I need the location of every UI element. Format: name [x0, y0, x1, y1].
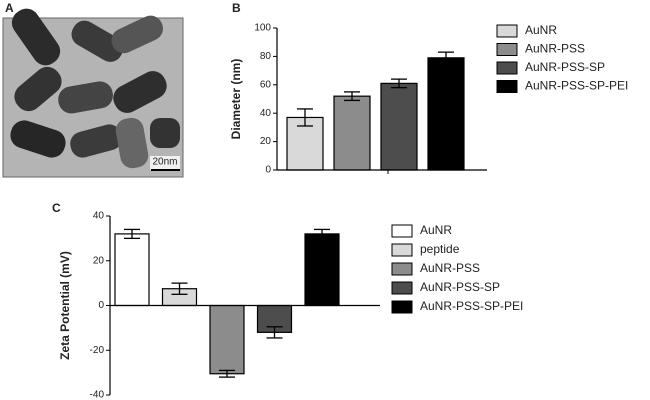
legend-label: AuNR-PSS — [525, 42, 585, 56]
y-tick-label: 40 — [93, 211, 105, 222]
legend-label: AuNR — [525, 23, 557, 37]
legend-swatch — [391, 262, 413, 276]
y-tick-label: 20 — [260, 136, 272, 147]
legend-swatch — [391, 281, 413, 295]
legend-label: AuNR-PSS-SP — [420, 280, 500, 294]
panel-label: C — [52, 201, 61, 215]
scale-bar-label: 20nm — [152, 157, 177, 168]
legend-label: peptide — [420, 242, 460, 256]
bar — [427, 57, 465, 171]
y-tick-label: 0 — [98, 300, 104, 311]
legend-label: AuNR-PSS-SP-PEI — [525, 79, 628, 93]
legend-label: AuNR — [420, 223, 452, 237]
y-axis-title: Diameter (nm) — [229, 59, 243, 140]
bar — [209, 304, 245, 375]
rod — [58, 81, 113, 114]
legend-label: AuNR-PSS — [420, 261, 480, 275]
rod — [113, 71, 167, 113]
bar — [304, 233, 340, 307]
legend-label: AuNR-PSS-SP — [525, 60, 605, 74]
error-bar — [171, 282, 188, 295]
y-tick-label: 60 — [260, 79, 272, 90]
bar — [380, 82, 418, 171]
panel-label: A — [5, 1, 14, 15]
y-tick-label: 0 — [265, 165, 271, 176]
legend-swatch — [391, 224, 413, 238]
error-bar — [391, 78, 407, 89]
error-bar — [438, 51, 454, 65]
error-bar — [219, 369, 235, 378]
bar — [333, 95, 371, 171]
rod — [10, 120, 66, 158]
y-tick-label: 80 — [260, 51, 272, 62]
chart-panel: C Zeta Potential (mV) -40 -20 0 20 40 AuNR pepti… — [52, 201, 523, 400]
y-axis-title: Zeta Potential (mV) — [58, 251, 72, 360]
bar — [114, 233, 150, 307]
y-tick-label: 100 — [254, 23, 271, 34]
error-bar — [314, 228, 330, 240]
legend-swatch — [496, 43, 518, 56]
scale-bar-box — [150, 156, 180, 170]
chart-panel: B Diameter (nm) 0 20 40 60 80 100 AuNR AuNR-PSS Au… — [229, 1, 628, 175]
legend-swatch — [496, 24, 518, 38]
rod — [14, 66, 62, 112]
y-tick-label: -40 — [90, 390, 105, 400]
panel-label: B — [232, 1, 241, 15]
rod — [150, 118, 180, 148]
legend-swatch — [496, 61, 518, 75]
error-bar — [266, 326, 283, 339]
rod — [70, 124, 122, 158]
rod — [115, 117, 149, 169]
legend-swatch — [496, 80, 518, 93]
micrograph: 20nm — [2, 8, 184, 178]
rod — [71, 20, 124, 62]
legend-swatch — [391, 300, 413, 314]
error-bar — [124, 228, 140, 240]
rod — [11, 8, 61, 66]
legend-label: AuNR-PSS-SP-PEI — [420, 299, 523, 313]
error-bar — [297, 108, 313, 127]
y-tick-label: -20 — [90, 345, 105, 356]
rod — [111, 15, 164, 54]
error-bar — [344, 91, 360, 102]
y-tick-label: 40 — [260, 108, 272, 119]
y-tick-label: 20 — [93, 255, 105, 266]
legend-swatch — [391, 243, 413, 257]
